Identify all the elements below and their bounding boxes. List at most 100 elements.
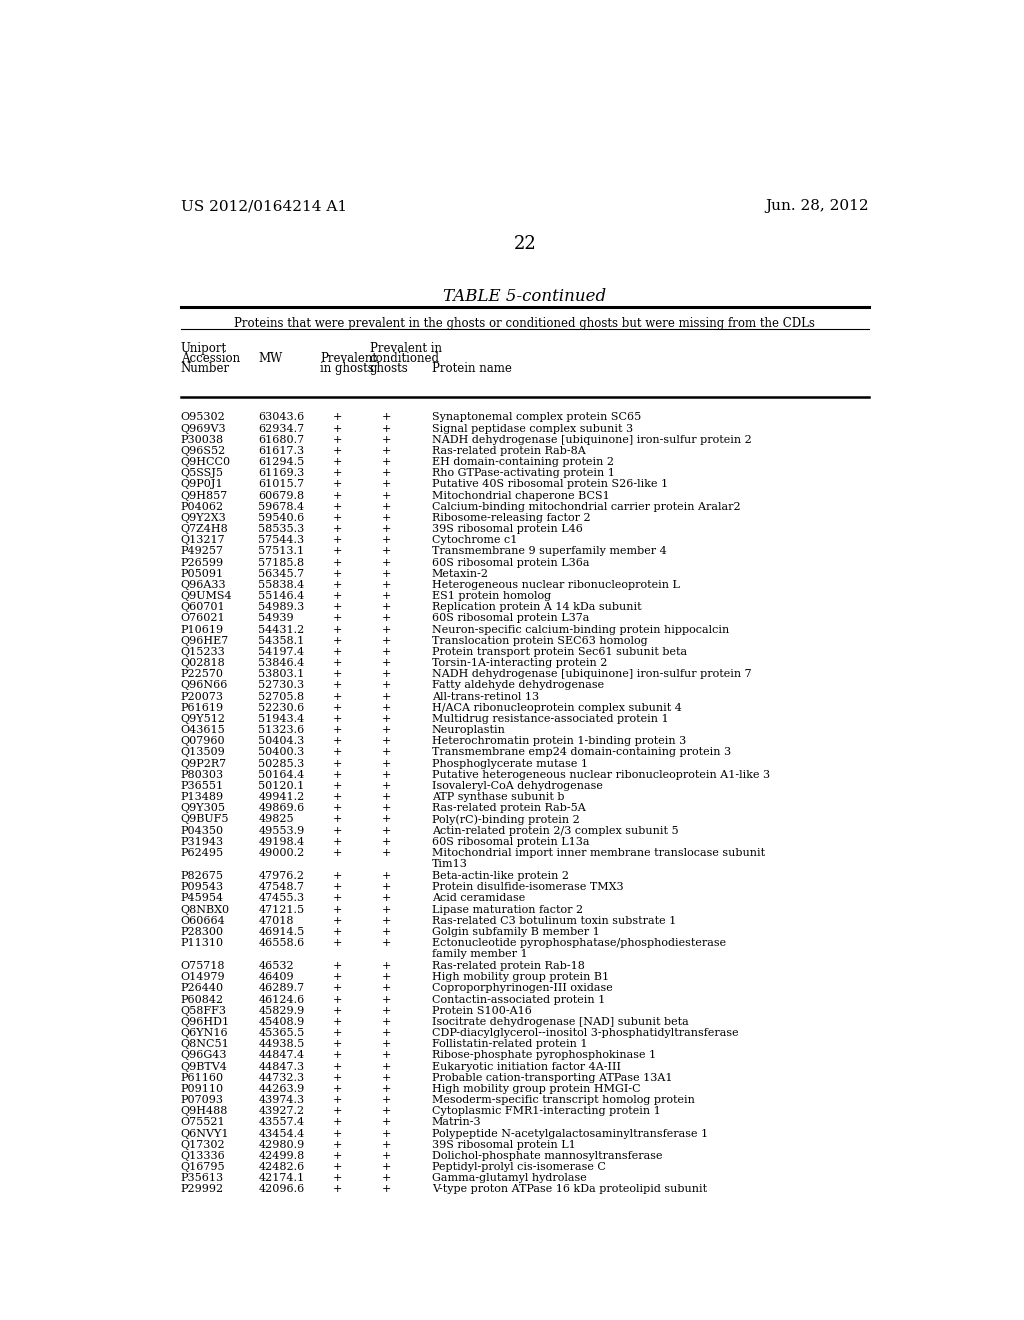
Text: 61015.7: 61015.7 bbox=[258, 479, 304, 490]
Text: +: + bbox=[333, 424, 342, 434]
Text: 45829.9: 45829.9 bbox=[258, 1006, 304, 1016]
Text: +: + bbox=[382, 569, 391, 578]
Text: Calcium-binding mitochondrial carrier protein Aralar2: Calcium-binding mitochondrial carrier pr… bbox=[432, 502, 740, 512]
Text: O76021: O76021 bbox=[180, 614, 225, 623]
Text: 57513.1: 57513.1 bbox=[258, 546, 304, 557]
Text: P05091: P05091 bbox=[180, 569, 224, 578]
Text: 49825: 49825 bbox=[258, 814, 294, 825]
Text: +: + bbox=[382, 825, 391, 836]
Text: +: + bbox=[382, 770, 391, 780]
Text: 53803.1: 53803.1 bbox=[258, 669, 304, 680]
Text: Q96S52: Q96S52 bbox=[180, 446, 226, 455]
Text: 54939: 54939 bbox=[258, 614, 294, 623]
Text: +: + bbox=[333, 491, 342, 500]
Text: CDP-diacylglycerol--inositol 3-phosphatidyltransferase: CDP-diacylglycerol--inositol 3-phosphati… bbox=[432, 1028, 738, 1038]
Text: +: + bbox=[333, 557, 342, 568]
Text: +: + bbox=[382, 882, 391, 892]
Text: Putative 40S ribosomal protein S26-like 1: Putative 40S ribosomal protein S26-like … bbox=[432, 479, 668, 490]
Text: +: + bbox=[382, 659, 391, 668]
Text: +: + bbox=[333, 624, 342, 635]
Text: Q16795: Q16795 bbox=[180, 1162, 225, 1172]
Text: +: + bbox=[382, 847, 391, 858]
Text: +: + bbox=[382, 457, 391, 467]
Text: +: + bbox=[333, 1016, 342, 1027]
Text: P62495: P62495 bbox=[180, 847, 224, 858]
Text: Protein name: Protein name bbox=[432, 362, 512, 375]
Text: 44263.9: 44263.9 bbox=[258, 1084, 304, 1094]
Text: +: + bbox=[333, 847, 342, 858]
Text: High mobility group protein B1: High mobility group protein B1 bbox=[432, 973, 609, 982]
Text: 59678.4: 59678.4 bbox=[258, 502, 304, 512]
Text: +: + bbox=[382, 1184, 391, 1195]
Text: Peptidyl-prolyl cis-isomerase C: Peptidyl-prolyl cis-isomerase C bbox=[432, 1162, 605, 1172]
Text: H/ACA ribonucleoprotein complex subunit 4: H/ACA ribonucleoprotein complex subunit … bbox=[432, 702, 682, 713]
Text: 44847.3: 44847.3 bbox=[258, 1061, 304, 1072]
Text: +: + bbox=[333, 961, 342, 972]
Text: Actin-related protein 2/3 complex subunit 5: Actin-related protein 2/3 complex subuni… bbox=[432, 825, 679, 836]
Text: Cytoplasmic FMR1-interacting protein 1: Cytoplasmic FMR1-interacting protein 1 bbox=[432, 1106, 660, 1117]
Text: Tim13: Tim13 bbox=[432, 859, 468, 869]
Text: +: + bbox=[382, 1139, 391, 1150]
Text: in ghosts: in ghosts bbox=[321, 362, 374, 375]
Text: P30038: P30038 bbox=[180, 434, 224, 445]
Text: +: + bbox=[382, 939, 391, 948]
Text: 44732.3: 44732.3 bbox=[258, 1073, 304, 1082]
Text: Q7Z4H8: Q7Z4H8 bbox=[180, 524, 228, 535]
Text: conditioned: conditioned bbox=[370, 351, 439, 364]
Text: +: + bbox=[382, 983, 391, 994]
Text: +: + bbox=[382, 579, 391, 590]
Text: Q13509: Q13509 bbox=[180, 747, 225, 758]
Text: +: + bbox=[333, 1039, 342, 1049]
Text: 46532: 46532 bbox=[258, 961, 294, 972]
Text: MW: MW bbox=[258, 351, 283, 364]
Text: +: + bbox=[333, 614, 342, 623]
Text: +: + bbox=[333, 702, 342, 713]
Text: +: + bbox=[382, 446, 391, 455]
Text: P11310: P11310 bbox=[180, 939, 224, 948]
Text: +: + bbox=[333, 1184, 342, 1195]
Text: 61617.3: 61617.3 bbox=[258, 446, 304, 455]
Text: Follistatin-related protein 1: Follistatin-related protein 1 bbox=[432, 1039, 588, 1049]
Text: Acid ceramidase: Acid ceramidase bbox=[432, 894, 525, 903]
Text: +: + bbox=[382, 916, 391, 925]
Text: Protein transport protein Sec61 subunit beta: Protein transport protein Sec61 subunit … bbox=[432, 647, 687, 657]
Text: Q9Y2X3: Q9Y2X3 bbox=[180, 513, 226, 523]
Text: P09110: P09110 bbox=[180, 1084, 224, 1094]
Text: 54197.4: 54197.4 bbox=[258, 647, 304, 657]
Text: Q6YN16: Q6YN16 bbox=[180, 1028, 228, 1038]
Text: Rho GTPase-activating protein 1: Rho GTPase-activating protein 1 bbox=[432, 469, 614, 478]
Text: Ectonucleotide pyrophosphatase/phosphodiesterase: Ectonucleotide pyrophosphatase/phosphodi… bbox=[432, 939, 726, 948]
Text: P26599: P26599 bbox=[180, 557, 224, 568]
Text: Probable cation-transporting ATPase 13A1: Probable cation-transporting ATPase 13A1 bbox=[432, 1073, 673, 1082]
Text: Transmembrane 9 superfamily member 4: Transmembrane 9 superfamily member 4 bbox=[432, 546, 667, 557]
Text: 46558.6: 46558.6 bbox=[258, 939, 304, 948]
Text: Q9H488: Q9H488 bbox=[180, 1106, 228, 1117]
Text: All-trans-retinol 13: All-trans-retinol 13 bbox=[432, 692, 539, 702]
Text: Q15233: Q15233 bbox=[180, 647, 225, 657]
Text: Ras-related protein Rab-5A: Ras-related protein Rab-5A bbox=[432, 804, 586, 813]
Text: Prevalent in: Prevalent in bbox=[370, 342, 441, 355]
Text: +: + bbox=[382, 894, 391, 903]
Text: +: + bbox=[382, 702, 391, 713]
Text: Synaptonemal complex protein SC65: Synaptonemal complex protein SC65 bbox=[432, 412, 641, 422]
Text: V-type proton ATPase 16 kDa proteolipid subunit: V-type proton ATPase 16 kDa proteolipid … bbox=[432, 1184, 707, 1195]
Text: +: + bbox=[382, 1028, 391, 1038]
Text: 54431.2: 54431.2 bbox=[258, 624, 304, 635]
Text: +: + bbox=[382, 1151, 391, 1160]
Text: Ribosome-releasing factor 2: Ribosome-releasing factor 2 bbox=[432, 513, 591, 523]
Text: P45954: P45954 bbox=[180, 894, 224, 903]
Text: 46124.6: 46124.6 bbox=[258, 995, 304, 1005]
Text: +: + bbox=[333, 692, 342, 702]
Text: +: + bbox=[333, 479, 342, 490]
Text: Neuroplastin: Neuroplastin bbox=[432, 725, 506, 735]
Text: Q6NVY1: Q6NVY1 bbox=[180, 1129, 229, 1139]
Text: P36551: P36551 bbox=[180, 781, 224, 791]
Text: +: + bbox=[382, 714, 391, 723]
Text: P07093: P07093 bbox=[180, 1096, 223, 1105]
Text: +: + bbox=[382, 737, 391, 746]
Text: P29992: P29992 bbox=[180, 1184, 224, 1195]
Text: Dolichol-phosphate mannosyltransferase: Dolichol-phosphate mannosyltransferase bbox=[432, 1151, 663, 1160]
Text: +: + bbox=[333, 669, 342, 680]
Text: +: + bbox=[333, 469, 342, 478]
Text: +: + bbox=[382, 1118, 391, 1127]
